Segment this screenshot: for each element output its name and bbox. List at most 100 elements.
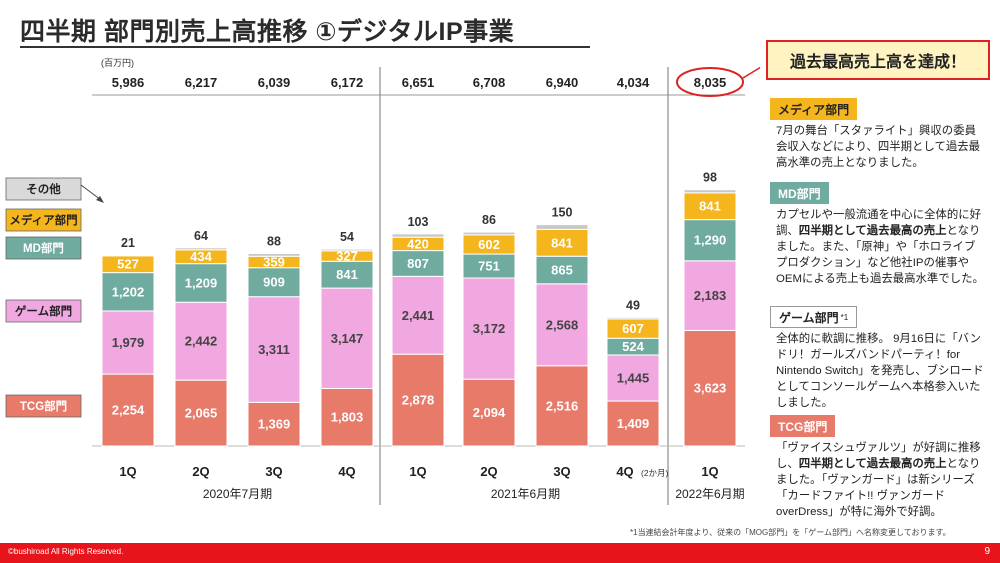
period-label: 2021年6月期: [491, 487, 560, 501]
bar-segment: [391, 353, 445, 447]
legend-box: [5, 177, 82, 201]
total-label: 8,035: [694, 75, 727, 90]
bar-segment: [391, 233, 445, 238]
legend-label: メディア部門: [9, 213, 77, 227]
bar-segment: [174, 247, 228, 251]
page-number: 9: [984, 546, 990, 557]
bar-segment: [683, 192, 737, 221]
data-label: 2,254: [112, 403, 145, 418]
bar-segment: [174, 379, 228, 447]
total-label: 6,217: [185, 75, 218, 90]
footer-bar: ©bushiroad All Rights Reserved. 9: [0, 543, 1000, 563]
data-label: 1,803: [331, 410, 364, 425]
data-label: 420: [407, 236, 429, 251]
bar-segment: [606, 354, 660, 402]
bar-segment: [320, 287, 374, 389]
bar-segment: [391, 275, 445, 355]
category-label: 3Q: [265, 464, 282, 479]
section-label-game: ゲーム部門 *1: [770, 306, 858, 328]
category-label: 2Q: [480, 464, 497, 479]
md-text-part1: カプセルや一般流通を中心に全体的に好調、: [776, 209, 982, 237]
total-label: 6,708: [473, 75, 506, 90]
legend-box: [5, 299, 82, 323]
bar-segment: [606, 400, 660, 447]
data-label: 1,290: [694, 233, 727, 248]
data-label: 2,442: [185, 334, 218, 349]
bar-segment: [391, 250, 445, 277]
category-label: 4Q: [616, 464, 633, 479]
data-label: 1,445: [617, 371, 650, 386]
legend-label: TCG部門: [20, 399, 67, 413]
copyright: ©bushiroad All Rights Reserved.: [8, 547, 124, 556]
data-label: 150: [552, 206, 573, 220]
bar-segment: [462, 378, 516, 447]
data-label: 524: [622, 339, 644, 354]
data-label: 841: [699, 199, 721, 214]
category-label: 3Q: [553, 464, 570, 479]
data-label: 2,568: [546, 317, 579, 332]
data-label: 2,878: [402, 393, 435, 408]
data-label: 2,065: [185, 406, 218, 421]
data-label: 3,147: [331, 331, 364, 346]
section-label-md: MD部門: [770, 182, 829, 204]
bar-segment: [174, 301, 228, 381]
bar-segment: [247, 296, 301, 403]
data-label: 64: [194, 229, 208, 243]
data-label: 2,516: [546, 398, 579, 413]
legend-box: [5, 394, 82, 418]
legend-box: [5, 236, 82, 260]
data-label: 359: [263, 254, 285, 269]
total-label: 6,172: [331, 75, 364, 90]
bar-segment: [101, 254, 155, 257]
section-label-tcg: TCG部門: [770, 415, 836, 437]
data-label: 3,311: [258, 342, 290, 357]
total-label: 6,651: [402, 75, 435, 90]
bar-segment: [320, 387, 374, 447]
data-label: 1,209: [185, 275, 218, 290]
data-label: 2,183: [694, 288, 727, 303]
callout-connector: [742, 66, 760, 79]
period-label: 2020年7月期: [203, 487, 272, 501]
data-label: 909: [263, 275, 285, 290]
bar-segment: [683, 189, 737, 194]
section-label-media: メディア部門: [770, 98, 858, 120]
bar-segment: [174, 263, 228, 303]
data-label: 21: [121, 236, 135, 250]
data-label: 49: [626, 298, 640, 312]
md-text-part2: となりました。また、「原神」や「ホロライブプロダクション」など他社IPの催事やO…: [776, 225, 984, 285]
bar-segment: [101, 310, 155, 375]
tcg-text-bold: 四半期として過去最高の売上: [798, 458, 947, 470]
game-label-note: *1: [840, 312, 849, 322]
section-text-tcg: 「ヴァイスシュヴァルツ」が好調に推移し、四半期として過去最高の売上となりました。…: [776, 440, 986, 520]
total-label: 5,986: [112, 75, 145, 90]
data-label: 86: [482, 213, 496, 227]
period-label: 2022年6月期: [675, 487, 744, 501]
bar-segment: [535, 283, 589, 367]
bar-segment: [101, 272, 155, 312]
data-label: 2,094: [473, 405, 506, 420]
bar-segment: [462, 277, 516, 380]
data-label: 841: [551, 235, 573, 250]
bar-segment: [606, 316, 660, 320]
category-suffix: (2か月): [641, 468, 669, 478]
category-label: 1Q: [409, 464, 426, 479]
bar-segment: [535, 224, 589, 230]
bar-segment: [320, 260, 374, 289]
category-label: 1Q: [119, 464, 136, 479]
legend-label: その他: [26, 182, 61, 196]
data-label: 88: [267, 234, 281, 248]
data-label: 327: [336, 249, 358, 264]
data-label: 1,979: [112, 335, 145, 350]
bar-segment: [535, 365, 589, 447]
data-label: 602: [478, 237, 500, 252]
bar-segment: [247, 252, 301, 257]
legend-box: [5, 208, 82, 232]
game-label-text: ゲーム部門: [779, 310, 839, 325]
data-label: 54: [340, 230, 354, 244]
section-text-game: 全体的に軟調に推移。 9月16日に「バンドリ！ガールズバンドパーティ！for N…: [776, 333, 984, 409]
data-label: 2,441: [402, 308, 435, 323]
tcg-text-part2: となりました。「ヴァンガード」は新シリーズ「カードファイト!! ヴァンガード o…: [776, 458, 981, 518]
data-label: 1,409: [617, 416, 650, 431]
unit-label: (百万円): [101, 58, 134, 68]
page-title: 四半期 部門別売上高推移 ①デジタルIP事業: [20, 18, 515, 46]
